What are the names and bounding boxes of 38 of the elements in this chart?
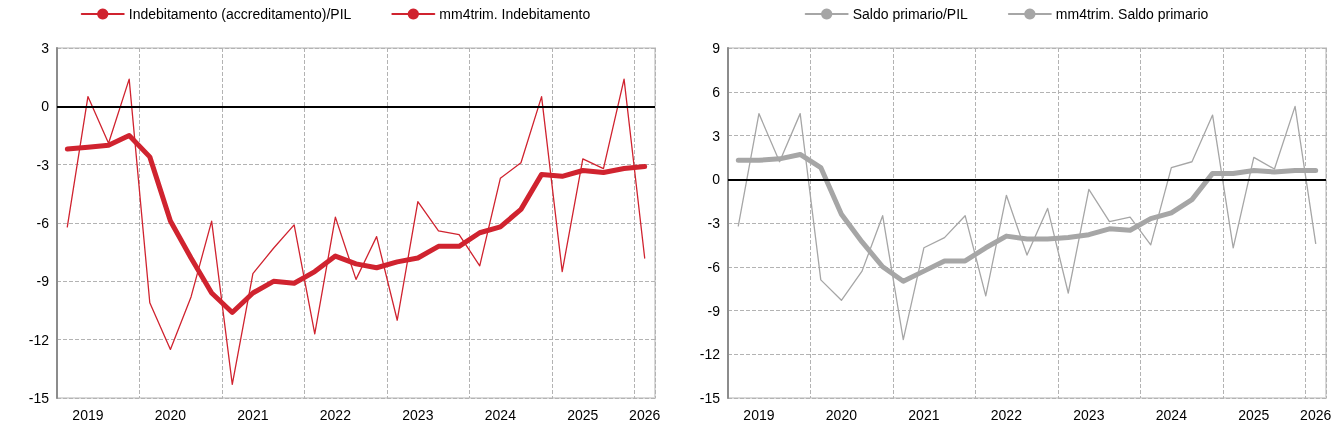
y-tick-label: -6: [707, 258, 721, 275]
y-tick-label: -12: [28, 331, 50, 348]
x-tick-label: 2022: [319, 407, 352, 423]
x-tick-label: 2020: [154, 407, 187, 423]
x-tick-label: 2021: [237, 407, 269, 423]
y-tick-label: -6: [36, 215, 50, 231]
x-tick-label: 2025: [567, 407, 599, 423]
legend-label: mm4trim. Saldo primario: [1055, 6, 1209, 22]
y-tick-label: -3: [707, 215, 721, 231]
y-tick-label: -3: [36, 156, 50, 173]
y-tick-label: 3: [712, 127, 721, 144]
x-tick-label: 2024: [1155, 407, 1188, 423]
y-tick-label: 6: [712, 83, 721, 100]
legend-label: Saldo primario/PIL: [852, 6, 969, 22]
y-tick-label: -15: [28, 390, 50, 406]
y-tick-label: -12: [699, 346, 721, 363]
legend-label: Indebitamento (accreditamento)/PIL: [128, 6, 352, 22]
x-tick-label: 2025: [1238, 407, 1270, 423]
y-tick-label: -15: [699, 390, 721, 406]
y-tick-label: 0: [41, 98, 50, 115]
x-tick-label: 2020: [825, 407, 858, 423]
x-tick-label: 2023: [1073, 407, 1105, 423]
y-tick-label: 0: [712, 171, 721, 188]
x-tick-label: 2019: [743, 407, 775, 423]
x-tick-label: 2023: [402, 407, 434, 423]
x-tick-label: 2021: [908, 407, 940, 423]
y-tick-label: 9: [712, 40, 721, 56]
x-tick-label: 2026: [629, 407, 661, 423]
line-series: [737, 105, 1317, 341]
y-tick-label: 3: [41, 40, 50, 56]
y-tick-label: -9: [36, 273, 50, 290]
line-series: [66, 78, 646, 386]
x-tick-label: 2024: [484, 407, 517, 423]
legend-label: mm4trim. Indebitamento: [439, 6, 591, 22]
y-tick-label: -9: [707, 302, 721, 319]
x-tick-label: 2019: [72, 407, 104, 423]
x-tick-label: 2022: [990, 407, 1023, 423]
x-tick-label: 2026: [1300, 407, 1332, 423]
